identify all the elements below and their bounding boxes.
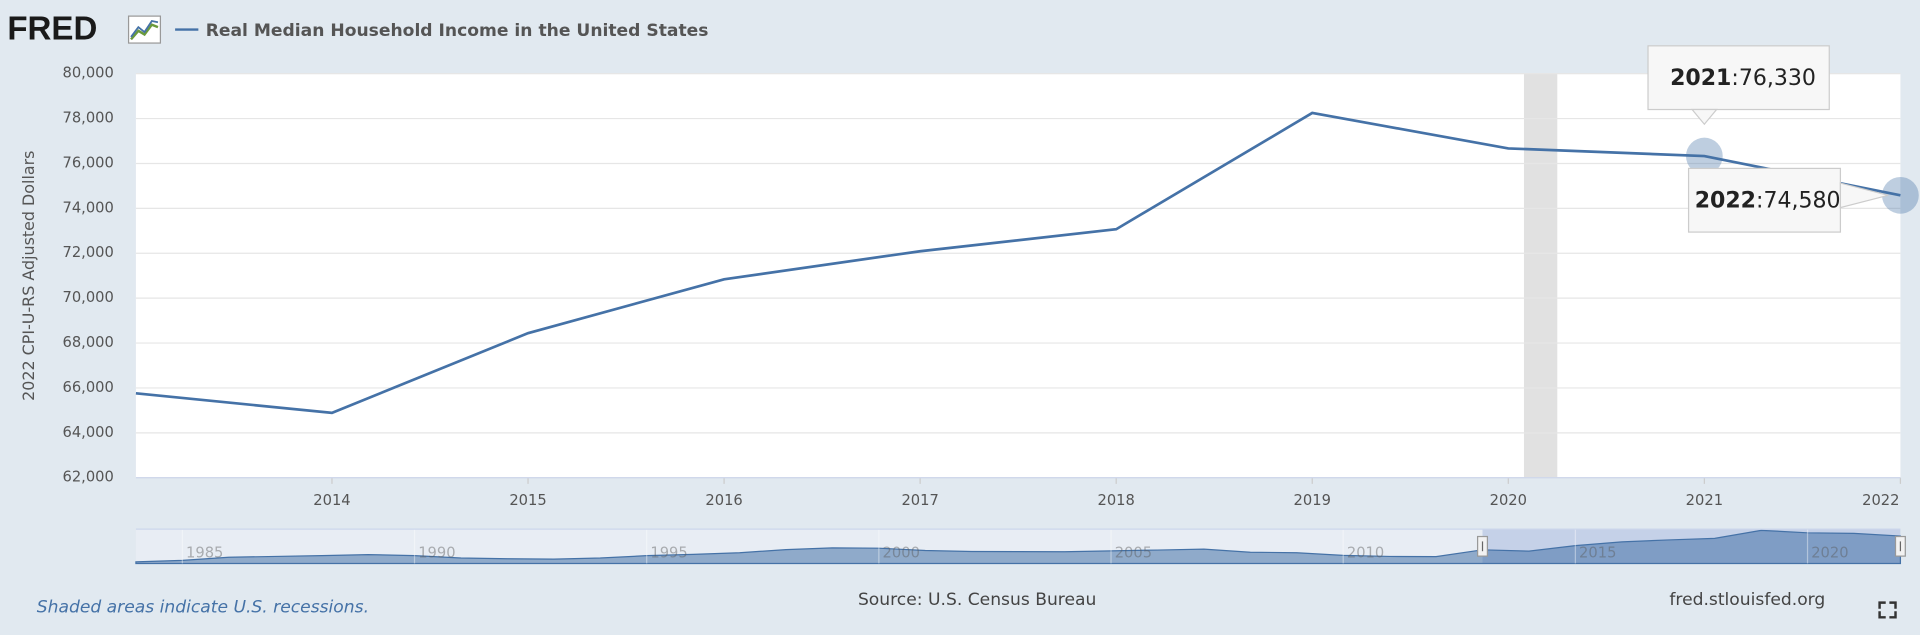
hover-marker <box>1882 176 1919 214</box>
navigator-tick-label: 1990 <box>418 545 455 562</box>
x-tick-label: 2020 <box>1490 492 1527 509</box>
x-tick-label: 2014 <box>313 492 350 509</box>
x-tick-label: 2021 <box>1686 492 1723 509</box>
y-tick-label: 68,000 <box>62 334 113 351</box>
navigator-tick-label: 2020 <box>1811 545 1848 562</box>
x-tick-label: 2022 <box>1862 492 1899 509</box>
logo[interactable]: FRED <box>7 11 97 48</box>
tooltip-arrow <box>1839 182 1889 209</box>
navigator-tick-label: 1995 <box>650 545 687 562</box>
tooltip-year: 2021 <box>1670 66 1731 91</box>
tooltip: 2021:76,330 <box>1647 45 1830 126</box>
navigator-area <box>135 529 1902 565</box>
y-tick-label: 66,000 <box>62 379 113 396</box>
navigator-handle[interactable] <box>1476 535 1489 557</box>
hover-marker <box>1685 137 1723 175</box>
y-tick-label: 72,000 <box>62 244 113 261</box>
x-tick-label: 2018 <box>1097 492 1134 509</box>
tooltip-year: 2022 <box>1695 188 1756 213</box>
source: Source: U.S. Census Bureau <box>858 590 1096 610</box>
x-tick-label: 2016 <box>705 492 742 509</box>
navigator-tick-label: 2015 <box>1579 545 1616 562</box>
y-tick-label: 64,000 <box>62 424 113 441</box>
tooltip-value: 76,330 <box>1739 66 1816 91</box>
y-tick-label: 76,000 <box>62 154 113 171</box>
tooltip-value: 74,580 <box>1763 188 1840 213</box>
tooltip-box <box>1647 45 1830 111</box>
recession-band <box>1523 73 1558 478</box>
navigator-tick-label: 1985 <box>186 545 223 562</box>
y-tick-label: 78,000 <box>62 110 113 127</box>
navigator-tick-label: 2005 <box>1115 545 1152 562</box>
tooltip-text: 2022:74,580 <box>1695 188 1841 213</box>
logo-icon <box>127 15 162 44</box>
tooltip-box <box>1687 167 1842 233</box>
tooltip-separator: : <box>1731 66 1738 91</box>
y-axis-label: 2022 CPI-U-RS Adjusted Dollars <box>19 151 38 401</box>
tooltip: 2022:74,580 <box>1687 167 1889 233</box>
plot-area <box>135 73 1901 478</box>
x-tick-label: 2015 <box>509 492 546 509</box>
navigator-tick-label: 2000 <box>883 545 920 562</box>
y-tick-label: 62,000 <box>62 469 113 486</box>
legend-label[interactable]: Real Median Household Income in the Unit… <box>206 21 709 41</box>
y-tick-label: 74,000 <box>62 199 113 216</box>
recession-note: Shaded areas indicate U.S. recessions. <box>37 598 369 618</box>
navigator-tick-label: 2010 <box>1347 545 1384 562</box>
series-line <box>135 111 1901 415</box>
navigator-handle[interactable] <box>1894 535 1906 557</box>
tooltip-text: 2021:76,330 <box>1670 66 1816 91</box>
tooltip-arrow <box>1690 108 1718 126</box>
x-tick-label: 2017 <box>901 492 938 509</box>
fullscreen-icon[interactable] <box>1878 601 1897 619</box>
tooltip-separator: : <box>1756 188 1763 213</box>
y-tick-label: 70,000 <box>62 289 113 306</box>
site-link[interactable]: fred.stlouisfed.org <box>1669 590 1825 610</box>
x-tick-label: 2019 <box>1294 492 1331 509</box>
y-tick-label: 80,000 <box>62 65 113 82</box>
